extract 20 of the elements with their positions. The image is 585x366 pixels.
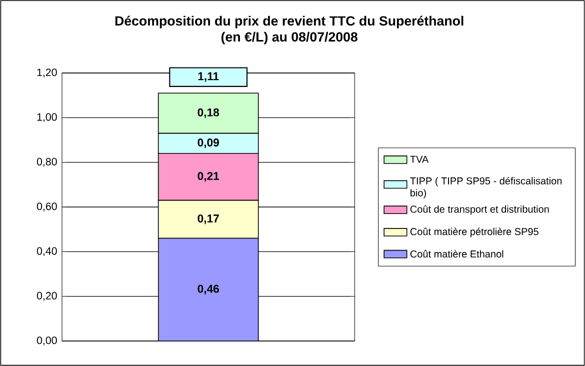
chart-title: Décomposition du prix de revient TTC du Superéthanol: [115, 16, 464, 28]
legend-label: Coût matière pétrolière SP95: [410, 228, 538, 238]
y-tick-label: 0,80: [36, 158, 57, 167]
data-label: 0,21: [198, 172, 220, 182]
chart-subtitle: (en €/L) au 08/07/2008: [221, 32, 358, 44]
legend-label: Coût matière Ethanol: [410, 250, 504, 258]
data-label: 0,09: [198, 138, 219, 148]
legend-label: Coût de transport et distribution: [410, 205, 549, 215]
legend-label: TVA: [410, 156, 429, 163]
y-tick-label: 0,00: [36, 336, 57, 346]
total-label: 1,11: [198, 72, 219, 82]
y-tick-label: 1,20: [37, 68, 57, 78]
data-label: 0,18: [198, 108, 220, 118]
y-tick-label: 0,20: [36, 292, 57, 301]
y-tick-label: 1,00: [37, 113, 57, 122]
legend-label: TIPP ( TIPP SP95 - défiscalisation bio): [410, 176, 562, 198]
data-label: 0,17: [198, 214, 219, 224]
y-tick-label: 0,60: [36, 202, 57, 212]
y-tick-label: 0,40: [36, 247, 57, 256]
data-label: 0,46: [198, 284, 219, 294]
